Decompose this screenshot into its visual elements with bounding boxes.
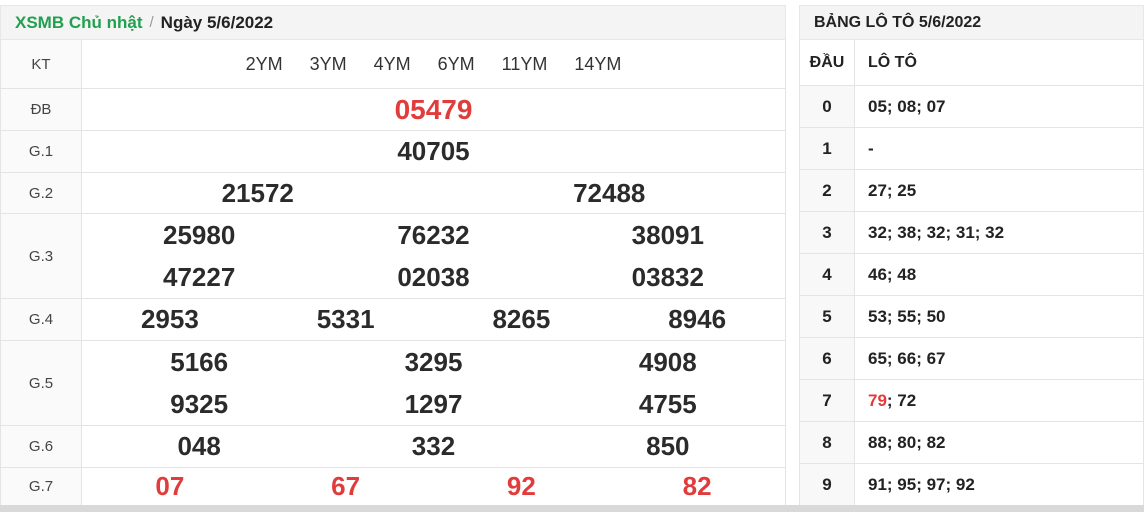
prize-number: 2953: [140, 304, 199, 334]
prize-table: KT 2YM 3YM 4YM 6YM 11YM 14YM ĐB 05479 G.…: [0, 40, 786, 506]
loto-values: 05; 08; 07: [868, 96, 946, 116]
ym-link-2ym[interactable]: 2YM: [245, 53, 283, 74]
dau-digit: 4: [800, 254, 855, 295]
prize-number: 4908: [638, 346, 697, 377]
loto-header-bar: BẢNG LÔ TÔ 5/6/2022: [799, 5, 1144, 40]
loto-table: ĐẦU LÔ TÔ 0 05; 08; 07 1 - 2 27; 25 3 32…: [799, 40, 1144, 506]
dau-digit: 6: [800, 338, 855, 379]
prize-number: 92: [506, 471, 536, 501]
prize-row-db: ĐB 05479: [1, 88, 785, 130]
loto-row-8: 8 88; 80; 82: [800, 421, 1143, 463]
prize-number: 82: [682, 471, 712, 501]
prize-number: 332: [411, 431, 456, 461]
loto-table-header: ĐẦU LÔ TÔ: [800, 40, 1143, 85]
prize-number: 1297: [404, 388, 463, 419]
prize-label: G.4: [1, 299, 82, 340]
prize-number: 38091: [631, 219, 704, 250]
prize-number: 4755: [638, 388, 697, 419]
loto-values: 91; 95; 97; 92: [868, 474, 975, 494]
prize-label: G.2: [1, 173, 82, 213]
loto-row-0: 0 05; 08; 07: [800, 85, 1143, 127]
ym-link-14ym[interactable]: 14YM: [574, 53, 622, 74]
dau-digit: 5: [800, 296, 855, 337]
loto-value-rest: ; 72: [886, 390, 917, 410]
loto-row-3: 3 32; 38; 32; 31; 32: [800, 211, 1143, 253]
loto-value-special: 79: [868, 390, 887, 410]
column-header-dau: ĐẦU: [800, 40, 855, 85]
column-header-loto: LÔ TÔ: [868, 53, 917, 71]
prize-number: 03832: [631, 261, 704, 292]
prize-row-g3: G.3 25980 76232 38091 47227 02038 03832: [1, 213, 785, 298]
loto-row-4: 4 46; 48: [800, 253, 1143, 295]
loto-row-9: 9 91; 95; 97; 92: [800, 463, 1143, 505]
prize-number: 3295: [404, 346, 463, 377]
loto-row-1: 1 -: [800, 127, 1143, 169]
dau-digit: 8: [800, 422, 855, 463]
ym-link-11ym[interactable]: 11YM: [501, 53, 548, 74]
prize-number: 67: [331, 471, 361, 501]
prize-row-g7: G.7 07 67 92 82: [1, 467, 785, 505]
prize-row-g1: G.1 40705: [1, 130, 785, 172]
prize-number: 40705: [397, 136, 470, 166]
loto-values: 53; 55; 50: [868, 306, 946, 326]
breadcrumb-date: Ngày 5/6/2022: [160, 12, 274, 32]
breadcrumb-region-link[interactable]: XSMB Chủ nhật: [15, 12, 143, 32]
loto-values: 65; 66; 67: [868, 348, 946, 368]
loto-row-7: 7 79; 72: [800, 379, 1143, 421]
prize-number: 048: [177, 431, 221, 461]
kt-label: KT: [1, 40, 82, 88]
loto-values: 79; 72: [855, 380, 1143, 421]
loto-values: 46; 48: [868, 264, 917, 284]
loto-values: 32; 38; 32; 31; 32: [868, 222, 1005, 242]
loto-row-5: 5 53; 55; 50: [800, 295, 1143, 337]
loto-row-6: 6 65; 66; 67: [800, 337, 1143, 379]
prize-label: G.3: [1, 214, 82, 298]
prize-number: 9325: [170, 388, 229, 419]
ym-link-4ym[interactable]: 4YM: [373, 53, 411, 74]
prize-number: 21572: [221, 177, 294, 208]
prize-number: 72488: [573, 177, 646, 208]
loto-values: 27; 25: [868, 180, 917, 200]
prize-label: G.1: [1, 131, 82, 172]
prize-number: 47227: [163, 261, 236, 292]
ym-link-3ym[interactable]: 3YM: [309, 53, 347, 74]
prize-label: G.5: [1, 341, 82, 425]
prize-number: 5166: [170, 346, 229, 377]
prize-label: G.6: [1, 426, 82, 467]
prize-row-g6: G.6 048 332 850: [1, 425, 785, 467]
dau-digit: 9: [800, 464, 855, 505]
prize-number: 25980: [163, 219, 236, 250]
prize-number: 76232: [397, 219, 470, 250]
loto-values: -: [868, 138, 874, 158]
prize-number: 5331: [316, 304, 375, 334]
prize-number: 8946: [668, 304, 727, 334]
loto-panel: BẢNG LÔ TÔ 5/6/2022 ĐẦU LÔ TÔ 0 05; 08; …: [799, 5, 1144, 506]
prize-number: 850: [646, 431, 690, 461]
loto-row-2: 2 27; 25: [800, 169, 1143, 211]
prize-label: G.7: [1, 468, 82, 505]
prize-row-g4: G.4 2953 5331 8265 8946: [1, 298, 785, 340]
prize-number: 07: [155, 471, 185, 501]
prize-row-g2: G.2 21572 72488: [1, 172, 785, 213]
prize-results-panel: XSMB Chủ nhật / Ngày 5/6/2022 KT 2YM 3YM…: [0, 5, 786, 506]
prize-row-g5: G.5 5166 3295 4908 9325 1297 4755: [1, 340, 785, 425]
dau-digit: 7: [800, 380, 855, 421]
loto-values: 88; 80; 82: [868, 432, 946, 452]
dau-digit: 1: [800, 128, 855, 169]
prize-number: 02038: [397, 261, 470, 292]
prize-number: 8265: [492, 304, 551, 334]
loto-panel-title: BẢNG LÔ TÔ 5/6/2022: [814, 13, 982, 31]
bottom-divider: [0, 505, 1144, 512]
special-prize-number: 05479: [394, 93, 473, 125]
dau-digit: 0: [800, 86, 855, 127]
prize-header-row: KT 2YM 3YM 4YM 6YM 11YM 14YM: [1, 40, 785, 88]
ym-link-6ym[interactable]: 6YM: [437, 53, 475, 74]
dau-digit: 2: [800, 170, 855, 211]
dau-digit: 3: [800, 212, 855, 253]
prize-label: ĐB: [1, 89, 82, 130]
ym-links-group: 2YM 3YM 4YM 6YM 11YM 14YM: [82, 40, 785, 88]
breadcrumb-separator: /: [149, 14, 154, 31]
results-header-bar: XSMB Chủ nhật / Ngày 5/6/2022: [0, 5, 786, 40]
